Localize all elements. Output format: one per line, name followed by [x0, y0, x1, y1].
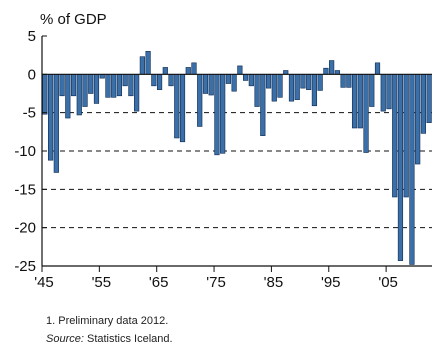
bar	[76, 74, 82, 116]
bar	[220, 74, 226, 154]
bar	[59, 74, 65, 97]
bar	[426, 74, 432, 123]
x-tick-label: '85	[264, 274, 284, 291]
bar	[88, 74, 94, 94]
bar	[317, 74, 323, 91]
bar	[208, 74, 214, 96]
bar	[185, 67, 191, 75]
bar	[415, 74, 421, 165]
x-tick-label: '45	[34, 274, 54, 291]
y-tick-labels: 5 0 -5 -10 -15 -20 -25	[14, 28, 36, 275]
bar	[363, 74, 369, 153]
bar	[243, 74, 249, 81]
bar	[265, 74, 272, 89]
bar	[311, 74, 318, 107]
bar	[340, 74, 346, 88]
bar	[53, 74, 59, 173]
bar	[386, 74, 392, 110]
bar	[134, 74, 140, 112]
y-tick-label: -20	[14, 220, 36, 237]
bar	[70, 74, 77, 97]
gridlines	[42, 112, 432, 229]
bar	[403, 74, 409, 198]
bar	[277, 74, 283, 98]
bar	[122, 74, 128, 87]
bar	[260, 74, 266, 136]
bar	[248, 74, 254, 87]
bar	[409, 74, 415, 265]
bar	[329, 60, 335, 75]
x-tick-label: '75	[206, 274, 226, 291]
bar	[225, 74, 231, 84]
bar	[254, 74, 260, 107]
bar	[105, 74, 111, 98]
bar	[128, 74, 134, 97]
bar	[174, 74, 180, 139]
bar	[145, 51, 151, 75]
bar	[357, 74, 363, 129]
bar	[179, 74, 186, 143]
bar	[191, 62, 197, 75]
bar	[380, 74, 386, 112]
bar	[93, 74, 100, 104]
bar	[374, 62, 381, 75]
bar	[214, 74, 220, 156]
y-axis-label: % of GDP	[40, 11, 107, 28]
y-tick-label: -15	[14, 181, 36, 198]
bar	[237, 65, 243, 75]
bar	[306, 74, 312, 90]
y-tick-label: 5	[28, 28, 36, 45]
x-tick-labels: '45 '55 '65 '75 '85 '95 '05	[34, 274, 398, 291]
bar	[111, 74, 117, 98]
bar	[346, 74, 352, 88]
axes	[41, 35, 432, 272]
bar	[42, 74, 48, 115]
x-tick-label: '65	[149, 274, 169, 291]
y-tick-label: -5	[23, 105, 36, 122]
y-tick-label: 0	[28, 66, 36, 83]
x-tick-label: '95	[321, 274, 341, 291]
bar	[168, 74, 174, 87]
bar	[288, 74, 295, 102]
bar	[82, 74, 88, 107]
bar	[65, 74, 71, 119]
source-text: Statistics Iceland.	[83, 333, 173, 345]
bar	[300, 74, 306, 89]
source-note: Source: Statistics Iceland.	[46, 333, 173, 345]
bar	[369, 74, 375, 107]
bar	[116, 74, 123, 97]
footnote: 1. Preliminary data 2012.	[46, 315, 169, 327]
bar	[231, 74, 237, 92]
bar-chart: % of GDP 5 0 -5 -10 -15 -20 -25 '45 '55 '65 '75 '8…	[14, 11, 432, 291]
bar	[48, 74, 54, 161]
bars	[42, 51, 432, 265]
source-label: Source:	[46, 333, 84, 345]
bar	[202, 74, 209, 94]
bar	[197, 74, 203, 127]
bar	[392, 74, 398, 198]
bar	[323, 67, 329, 75]
bar	[139, 56, 145, 75]
bar	[420, 74, 426, 134]
y-tick-label: -25	[14, 258, 36, 275]
bar	[162, 67, 168, 75]
bar	[294, 74, 300, 100]
bar	[271, 74, 277, 102]
bar	[397, 74, 404, 261]
y-tick-label: -10	[14, 143, 36, 160]
bar	[151, 74, 157, 87]
x-tick-label: '05	[378, 274, 398, 291]
x-tick-label: '55	[92, 274, 112, 291]
bar	[156, 74, 163, 90]
bar	[351, 74, 358, 129]
